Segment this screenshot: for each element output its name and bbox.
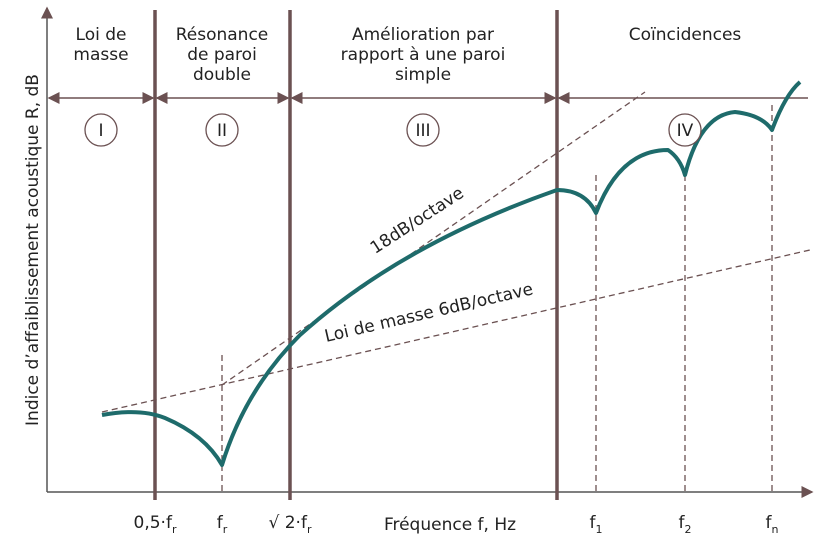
region-title: masse [73,45,128,65]
x-tick-label: f2 [679,513,692,536]
x-tick-label: f1 [590,513,603,536]
tick-main: f [590,513,597,533]
region-title: double [193,65,251,85]
numeral-circle [668,113,702,147]
x-tick-label: 0,5·fr [134,513,177,536]
y-axis-label: Indice d’affaiblissement acoustique R, d… [23,74,43,426]
x-tick-label: fr [217,513,228,536]
x-tick-label: fn [766,513,779,536]
region-title: Coïncidences [629,25,742,45]
region-title: Résonance [176,25,269,45]
tick-main: f [679,513,686,533]
region-title: Loi de [76,25,127,45]
tick-main: 0,5·f [134,513,173,533]
curve-label: 18dB/octave [367,183,468,258]
numeral-circle [406,113,440,147]
curve [101,80,802,467]
tick-sub: r [223,523,228,536]
x-axis-label: Fréquence f, Hz [384,515,516,535]
numeral: IV [677,121,694,141]
numeral-circle [84,113,118,147]
region-title: de paroi [187,45,257,65]
tick-main: f [217,513,224,533]
region-title: simple [395,65,451,85]
tick-sub: r [172,523,177,536]
numeral-circle [205,113,239,147]
tick-sub: 2 [685,523,692,536]
numeral: II [217,121,227,141]
region-title: rapport à une paroi [341,45,506,65]
tick-main: √ 2·f [269,513,308,533]
tick-sub: 1 [596,523,603,536]
numeral: III [415,121,430,141]
tick-main: f [766,513,773,533]
tick-sub: n [772,523,779,536]
x-tick-label: √ 2·fr [269,513,312,536]
region-title: Amélioration par [352,25,494,45]
18db-line [221,91,646,386]
numeral: I [98,121,103,141]
tick-sub: r [307,523,312,536]
mass-law-line [101,249,811,413]
